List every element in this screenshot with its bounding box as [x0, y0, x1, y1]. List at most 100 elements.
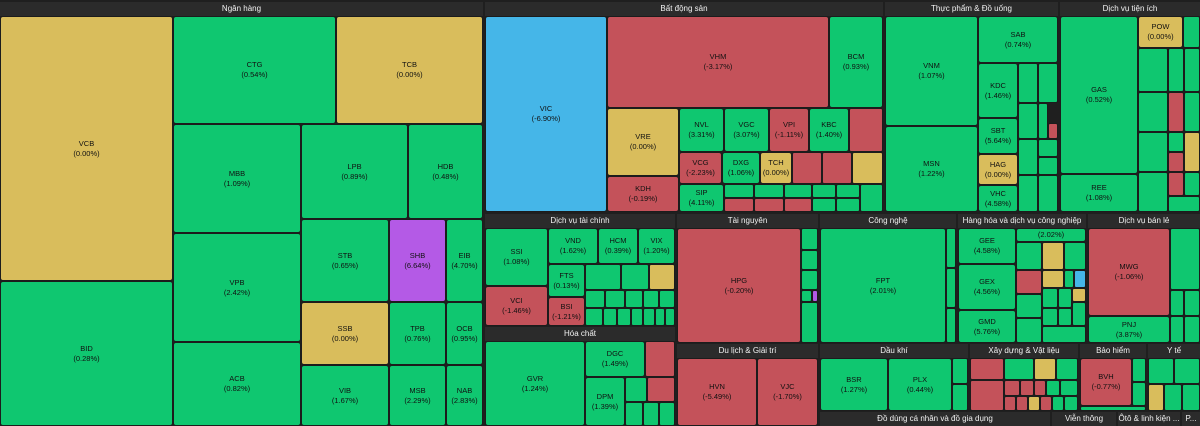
tile-dgc[interactable]: DGC (1.49%) [585, 341, 645, 377]
tile-hdb[interactable]: HDB (0.48%) [408, 124, 483, 219]
sector-header-dich-vu-tien-ich[interactable]: Dịch vụ tiện ích [1060, 2, 1200, 16]
minor-tile[interactable] [1016, 270, 1042, 294]
tile-bsr[interactable]: BSR (1.27%) [820, 358, 888, 411]
minor-tile[interactable] [665, 308, 675, 326]
minor-tile[interactable] [801, 302, 818, 343]
minor-tile[interactable] [1038, 63, 1058, 103]
minor-tile[interactable] [585, 290, 605, 308]
minor-tile[interactable] [724, 198, 754, 212]
minor-tile[interactable] [643, 402, 659, 426]
minor-tile[interactable] [952, 358, 968, 384]
minor-tile[interactable] [801, 250, 818, 270]
minor-tile[interactable] [1183, 16, 1200, 48]
tile-bsi[interactable]: BSI (-1.21%) [548, 297, 585, 326]
tile-gmd[interactable]: GMD (5.76%) [958, 310, 1016, 343]
minor-tile[interactable] [1042, 308, 1058, 326]
minor-tile[interactable] [1168, 196, 1200, 212]
tile-hag[interactable]: HAG (0.00%) [978, 154, 1018, 185]
tile-gvr[interactable]: GVR (1.24%) [485, 341, 585, 426]
minor-tile[interactable] [822, 152, 852, 184]
minor-tile[interactable] [1060, 380, 1078, 396]
minor-tile[interactable] [849, 108, 883, 152]
tile-plx[interactable]: PLX (0.44%) [888, 358, 952, 411]
tile-gas[interactable]: GAS (0.52%) [1060, 16, 1138, 174]
tile-kbc[interactable]: KBC (1.40%) [809, 108, 849, 152]
tile-pow[interactable]: POW (0.00%) [1138, 16, 1183, 48]
sector-header-tai-nguyen[interactable]: Tài nguyên [677, 214, 818, 228]
minor-tile[interactable] [1056, 358, 1078, 380]
tile-dpm[interactable]: DPM (1.39%) [585, 377, 625, 426]
tile-vix[interactable]: VIX (1.20%) [638, 228, 675, 264]
minor-tile[interactable] [1174, 358, 1200, 384]
sector-header-dich-vu-tai-chinh[interactable]: Dịch vụ tài chính [485, 214, 675, 228]
tile-sbt[interactable]: SBT (5.64%) [978, 118, 1018, 154]
minor-tile[interactable] [1184, 172, 1200, 196]
tile-hvn[interactable]: HVN (-5.49%) [677, 358, 757, 426]
tile-ssi[interactable]: SSI (1.08%) [485, 228, 548, 286]
tile-gee[interactable]: GEE (4.58%) [958, 228, 1016, 264]
tile-stb[interactable]: STB (0.65%) [301, 219, 389, 302]
minor-tile[interactable] [792, 152, 822, 184]
minor-tile[interactable] [1064, 242, 1086, 270]
minor-tile[interactable] [659, 402, 675, 426]
minor-tile[interactable] [1168, 152, 1184, 172]
minor-tile[interactable] [1028, 396, 1040, 411]
sector-header-bat-dong-san[interactable]: Bất động sản [485, 2, 883, 16]
minor-tile[interactable] [625, 377, 647, 402]
minor-tile[interactable] [1168, 92, 1184, 132]
minor-tile[interactable] [801, 290, 812, 302]
minor-tile[interactable] [1038, 139, 1058, 157]
minor-tile[interactable] [1132, 358, 1146, 382]
minor-tile[interactable] [1170, 290, 1184, 316]
minor-tile[interactable] [1018, 139, 1038, 175]
minor-tile[interactable] [1182, 384, 1200, 411]
tile-nab[interactable]: NAB (2.83%) [446, 365, 483, 426]
minor-tile[interactable] [1170, 228, 1200, 290]
tile-mbb[interactable]: MBB (1.09%) [173, 124, 301, 233]
tile-fpt[interactable]: FPT (2.01%) [820, 228, 946, 343]
minor-tile[interactable] [836, 198, 860, 212]
tile-vhm[interactable]: VHM (-3.17%) [607, 16, 829, 108]
tile-eib[interactable]: EIB (4.70%) [446, 219, 483, 302]
sector-header-do-dung[interactable]: Đồ dùng cá nhân và đồ gia dụng [820, 412, 1050, 426]
sector-header-dich-vu-ban-le[interactable]: Dịch vụ bán lẻ [1088, 214, 1200, 228]
minor-tile[interactable] [946, 228, 956, 268]
minor-tile[interactable] [1064, 396, 1078, 411]
minor-tile[interactable] [946, 308, 956, 343]
minor-tile[interactable] [812, 290, 818, 302]
minor-tile[interactable] [1016, 318, 1042, 343]
minor-tile[interactable] [754, 184, 784, 198]
tile-acb[interactable]: ACB (0.82%) [173, 342, 301, 426]
tile-msb[interactable]: MSB (2.29%) [389, 365, 446, 426]
tile-vci[interactable]: VCI (-1.46%) [485, 286, 548, 326]
minor-tile[interactable] [625, 290, 643, 308]
minor-tile[interactable] [1138, 172, 1168, 212]
sector-header-cong-nghe[interactable]: Công nghệ [820, 214, 956, 228]
minor-tile[interactable] [1020, 380, 1034, 396]
minor-tile[interactable] [1042, 270, 1064, 288]
minor-tile[interactable] [784, 198, 812, 212]
minor-tile[interactable] [754, 198, 784, 212]
sector-header-thuc-pham[interactable]: Thực phẩm & Đồ uống [885, 2, 1058, 16]
minor-tile[interactable] [970, 380, 1004, 411]
minor-tile[interactable] [631, 308, 643, 326]
tile-ree[interactable]: REE (1.08%) [1060, 174, 1138, 212]
sector-header-dau-khi[interactable]: Dầu khí [820, 344, 968, 358]
minor-tile[interactable] [724, 184, 754, 198]
tile-msn[interactable]: MSN (1.22%) [885, 126, 978, 212]
minor-tile[interactable] [585, 264, 621, 290]
minor-tile[interactable] [621, 264, 649, 290]
minor-tile[interactable] [1048, 123, 1058, 139]
tile-tcb[interactable]: TCB (0.00%) [336, 16, 483, 124]
minor-tile[interactable] [1138, 48, 1168, 92]
minor-tile[interactable] [860, 184, 883, 212]
sector-header-vien-thong[interactable]: Viễn thông [1052, 412, 1116, 426]
tile-vib[interactable]: VIB (1.67%) [301, 365, 389, 426]
tile-vpi[interactable]: VPI (-1.11%) [769, 108, 809, 152]
minor-tile[interactable] [836, 184, 860, 198]
minor-tile[interactable] [1170, 316, 1184, 343]
tile-bcm[interactable]: BCM (0.93%) [829, 16, 883, 108]
minor-tile[interactable] [1040, 396, 1052, 411]
minor-tile[interactable] [952, 384, 968, 411]
minor-tile[interactable] [1184, 48, 1200, 92]
